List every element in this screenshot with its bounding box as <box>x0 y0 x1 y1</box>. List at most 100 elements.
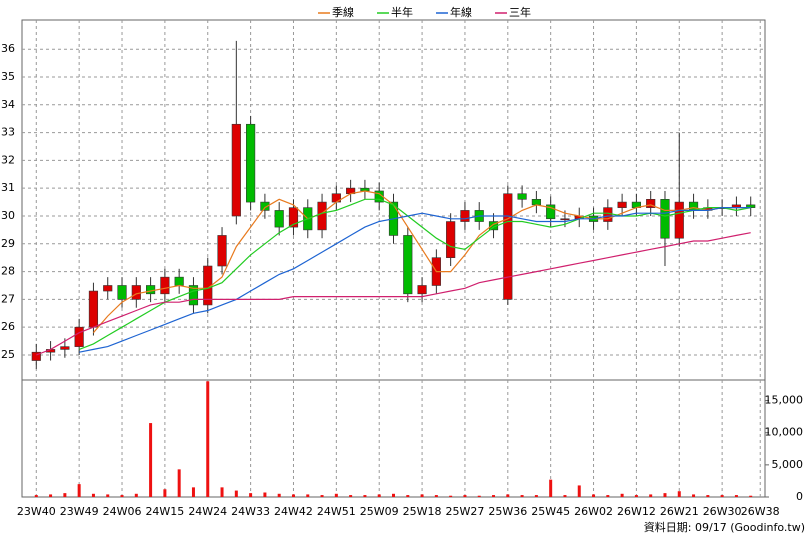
candle-body <box>231 123 241 217</box>
volume-bar <box>706 495 710 497</box>
ma-line <box>78 198 751 350</box>
candle-body <box>160 276 170 295</box>
volume-bar <box>577 485 581 497</box>
candle-body <box>188 285 199 306</box>
x-tick-label: 24W15 <box>145 505 184 518</box>
x-tick-label: 23W49 <box>60 505 99 518</box>
y-tick-label: 29 <box>1 237 15 250</box>
volume-bar <box>734 495 738 497</box>
volume-bar <box>477 495 481 497</box>
volume-bar <box>206 381 210 497</box>
volume-bar <box>349 495 353 497</box>
candle-body <box>517 193 527 200</box>
volume-bar <box>320 495 324 497</box>
candle-body <box>688 201 699 211</box>
legend-label: 半年 <box>391 5 413 19</box>
volume-bar <box>549 479 553 497</box>
volume-bar <box>649 494 653 497</box>
candle-body <box>146 285 156 295</box>
x-tick-label: 25W27 <box>446 505 485 518</box>
candle-body <box>317 201 327 231</box>
volume-bar <box>463 495 467 497</box>
volume-bar <box>234 490 238 497</box>
y2-tick-label: 10,000 <box>765 426 804 439</box>
x-tick-label: 25W45 <box>531 505 570 518</box>
volume-bar <box>492 495 496 497</box>
volume-bar <box>749 495 753 497</box>
volume-bar <box>106 494 110 497</box>
volume-bar <box>177 469 181 497</box>
candle-body <box>103 285 113 292</box>
volume-bar <box>692 494 696 497</box>
candle-body <box>603 207 613 222</box>
candle-body <box>617 201 627 208</box>
y-tick-label: 27 <box>1 292 15 305</box>
volume-bar <box>49 494 53 497</box>
y-tick-label: 32 <box>1 153 15 166</box>
volume-bar <box>291 494 295 497</box>
volume-bar <box>277 493 281 497</box>
x-tick-label: 23W40 <box>17 505 56 518</box>
x-tick-label: 24W33 <box>231 505 270 518</box>
candle-body <box>403 235 413 295</box>
y2-tick-label: 0 <box>796 490 803 503</box>
candle-body <box>131 285 141 300</box>
candle-body <box>503 193 513 300</box>
volume-bar <box>563 495 567 497</box>
candle-body <box>660 199 670 239</box>
candle-body <box>560 218 570 221</box>
volume-bar <box>377 494 381 497</box>
x-tick-label: 25W09 <box>360 505 399 518</box>
volume-bar <box>34 495 38 497</box>
volume-bar <box>520 495 524 497</box>
legend-label: 三年 <box>509 5 531 19</box>
ma-line <box>79 207 751 353</box>
volume-bar <box>363 495 367 497</box>
y-tick-label: 31 <box>1 181 15 194</box>
candle-body <box>288 207 299 228</box>
footnote: 資料日期: 09/17 (Goodinfo.tw) <box>644 520 805 534</box>
plot-frame <box>21 19 766 498</box>
y-tick-label: 35 <box>1 70 15 83</box>
y-tick-label: 34 <box>1 98 15 111</box>
candle-body <box>674 201 684 239</box>
volume-bar <box>249 493 253 497</box>
candle-body <box>460 210 470 222</box>
x-tick-label: 25W18 <box>403 505 442 518</box>
candle-body <box>646 199 656 208</box>
y-tick-label: 25 <box>1 348 15 361</box>
candle-body <box>246 123 256 203</box>
volume-bar <box>634 495 638 497</box>
x-tick-label: 26W12 <box>617 505 656 518</box>
y2-tick-label: 15,000 <box>765 394 804 407</box>
volume-bar <box>220 487 224 497</box>
volume-bar <box>191 487 195 497</box>
volume-bar <box>134 493 138 497</box>
x-tick-label: 26W30 <box>703 505 742 518</box>
legend-label: 季線 <box>332 5 354 19</box>
x-tick-label: 24W42 <box>274 505 313 518</box>
ma-line <box>92 190 751 334</box>
legend-label: 年線 <box>450 5 472 19</box>
x-tick-label: 24W51 <box>317 505 356 518</box>
volume-bar <box>306 494 310 497</box>
x-tick-label: 26W02 <box>574 505 613 518</box>
y-tick-label: 30 <box>1 209 15 222</box>
volume-bar <box>663 493 667 497</box>
candle-body <box>260 201 270 211</box>
x-tick-label: 24W06 <box>103 505 142 518</box>
volume-bar <box>406 495 410 497</box>
candle-body <box>446 221 456 258</box>
volume-bar <box>149 423 153 497</box>
x-tick-label: 25W36 <box>488 505 527 518</box>
y-tick-label: 33 <box>1 126 15 139</box>
volume-bar <box>506 494 510 497</box>
volume-bar <box>263 492 267 497</box>
y-tick-label: 28 <box>1 265 15 278</box>
ma-line <box>36 232 751 356</box>
volume-bar <box>77 484 81 497</box>
candle-body <box>31 351 41 361</box>
candle-body <box>217 235 227 267</box>
y2-tick-label: 5,000 <box>772 458 804 471</box>
volume-bar <box>620 493 624 497</box>
